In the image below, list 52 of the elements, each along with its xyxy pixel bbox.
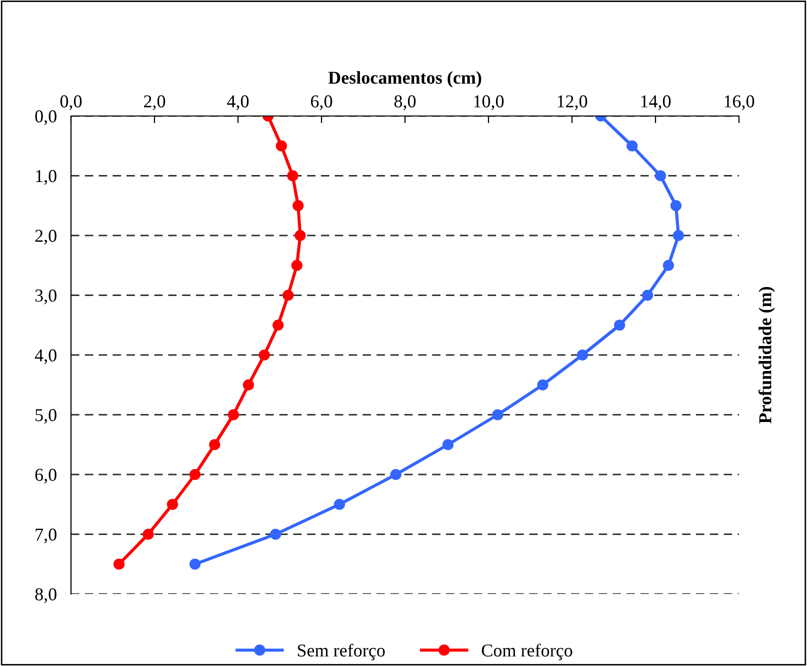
x-axis-title: Deslocamentos (cm) [328,71,482,88]
x-tick-label: 14,0 [641,95,671,110]
y-tick-label: 5,0 [36,409,56,424]
point [626,140,638,152]
point [287,170,298,182]
point [390,468,402,480]
point [334,498,346,510]
point [113,558,125,570]
x-tick-label: 8,0 [394,95,416,110]
x-tick-label: 12,0 [558,95,588,110]
point [292,200,304,212]
point [291,260,302,271]
y-tick-label: 7,0 [36,528,56,544]
x-tick-label: 10,0 [474,95,504,110]
y-tick-label: 2,0 [35,230,56,245]
x-tick-label: 2,0 [144,95,166,110]
legend-label: Com reforço [482,644,572,660]
point [142,528,154,540]
point [166,498,178,510]
point [442,439,454,450]
x-tick-label: 4,0 [227,95,249,110]
point [276,140,287,152]
point [270,528,282,540]
y-tick-label: 6,0 [35,468,56,484]
x-tick-label: 6,0 [310,95,332,110]
point [189,468,201,480]
point [189,558,201,570]
y-tick-label: 1,0 [36,170,56,185]
y-tick-label: 0,0 [35,110,56,126]
legend-label: Sem reforço [298,644,385,660]
point [642,290,654,301]
point [294,230,306,242]
point [242,379,254,390]
y-tick-label: 3,0 [35,290,56,304]
x-tick-label: 0,0 [60,95,82,110]
point [576,349,588,361]
point [258,349,270,361]
point [654,170,666,182]
y-tick-label: 4,0 [34,349,56,364]
point [272,320,284,331]
point [672,230,684,242]
point [492,409,504,420]
x-tick-label: 16,0 [724,95,754,110]
y-tick-label: 8,0 [35,588,56,604]
point [662,260,674,271]
point [537,379,548,390]
y-axis-title: Profundidade (m) [758,286,775,424]
point [670,200,682,212]
point [282,290,294,301]
point [209,439,220,450]
point [228,409,239,420]
point [614,320,626,331]
